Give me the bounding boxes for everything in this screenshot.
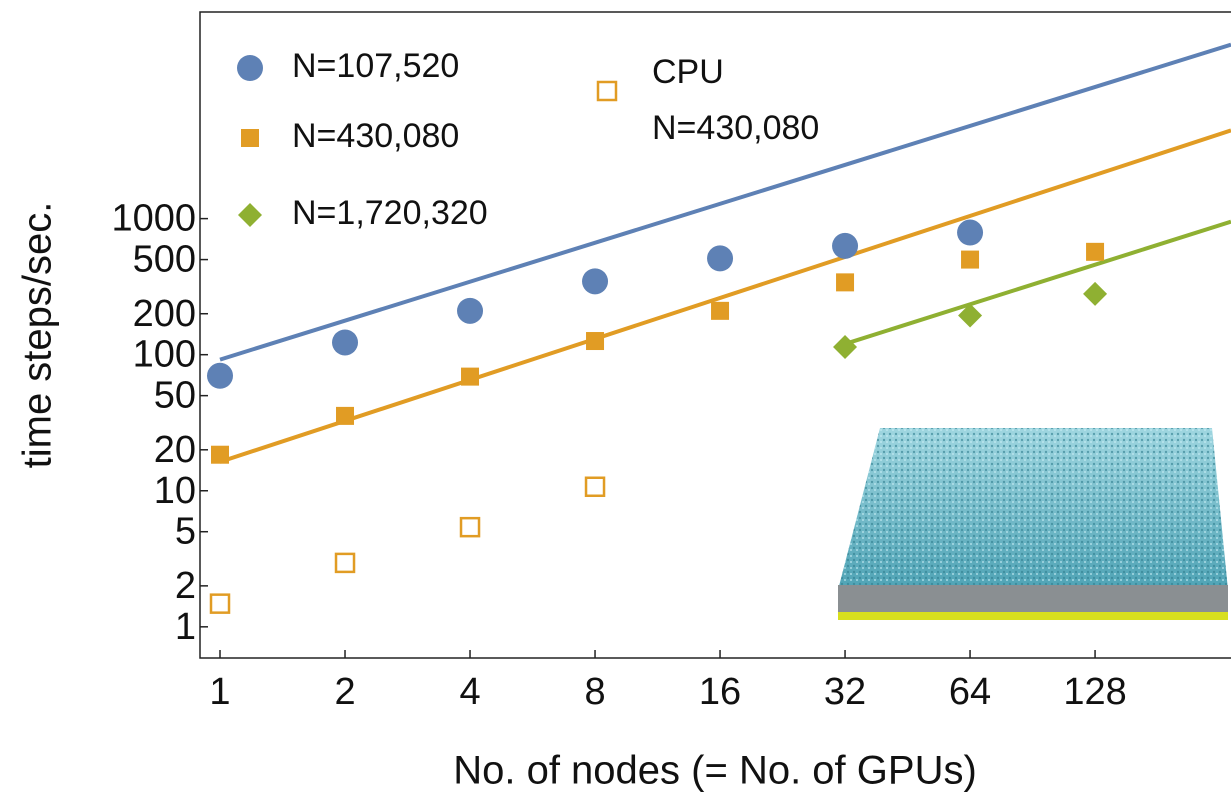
marker <box>958 303 983 328</box>
marker <box>584 476 606 498</box>
marker <box>836 273 855 292</box>
marker <box>586 332 605 351</box>
inset-image <box>838 428 1228 620</box>
y-tick-label: 500 <box>133 239 196 281</box>
y-tick-label: 1000 <box>111 198 196 240</box>
legend-label: N=107,520 <box>292 47 459 85</box>
marker <box>207 362 234 389</box>
marker <box>461 367 480 386</box>
marker <box>707 245 734 272</box>
x-tick-label: 8 <box>584 671 605 713</box>
marker <box>711 301 730 320</box>
fit-line <box>219 128 1231 464</box>
y-tick-label: 20 <box>154 429 196 471</box>
marker <box>961 250 980 269</box>
marker <box>957 219 984 246</box>
legend-label: N=1,720,320 <box>292 194 488 232</box>
marker <box>833 334 858 359</box>
marker <box>334 552 356 574</box>
x-axis-title: No. of nodes (= No. of GPUs) <box>453 749 977 793</box>
y-tick-label: 50 <box>154 375 196 417</box>
marker <box>1086 242 1105 261</box>
legend-label: CPU N=430,080 <box>652 53 820 147</box>
y-tick-label: 5 <box>175 511 196 553</box>
fit-line <box>844 219 1231 346</box>
legend-marker <box>241 129 259 147</box>
marker <box>209 593 231 614</box>
legend-marker <box>237 55 263 81</box>
y-tick-label: 2 <box>175 565 196 607</box>
x-tick-label: 4 <box>459 671 480 713</box>
marker <box>332 329 359 356</box>
fit-line <box>219 42 1231 362</box>
marker <box>459 516 481 538</box>
marker <box>832 232 859 259</box>
marker <box>336 406 355 425</box>
legend-label: N=430,080 <box>292 117 459 155</box>
x-tick-label: 16 <box>699 671 741 713</box>
x-tick-label: 128 <box>1063 671 1126 713</box>
marker <box>457 297 484 324</box>
marker <box>211 445 230 464</box>
legend-marker <box>596 80 618 102</box>
y-tick-label: 10 <box>154 470 196 512</box>
x-tick-label: 32 <box>824 671 866 713</box>
marker <box>1083 281 1108 306</box>
x-tick-label: 1 <box>209 671 230 713</box>
marker <box>582 268 609 295</box>
y-axis-title: time steps/sec. <box>16 202 60 469</box>
legend-marker <box>238 203 262 227</box>
x-tick-label: 2 <box>334 671 355 713</box>
y-tick-label: 100 <box>133 334 196 376</box>
y-tick-label: 1 <box>175 606 196 648</box>
y-tick-label: 200 <box>133 293 196 335</box>
x-tick-label: 64 <box>949 671 991 713</box>
